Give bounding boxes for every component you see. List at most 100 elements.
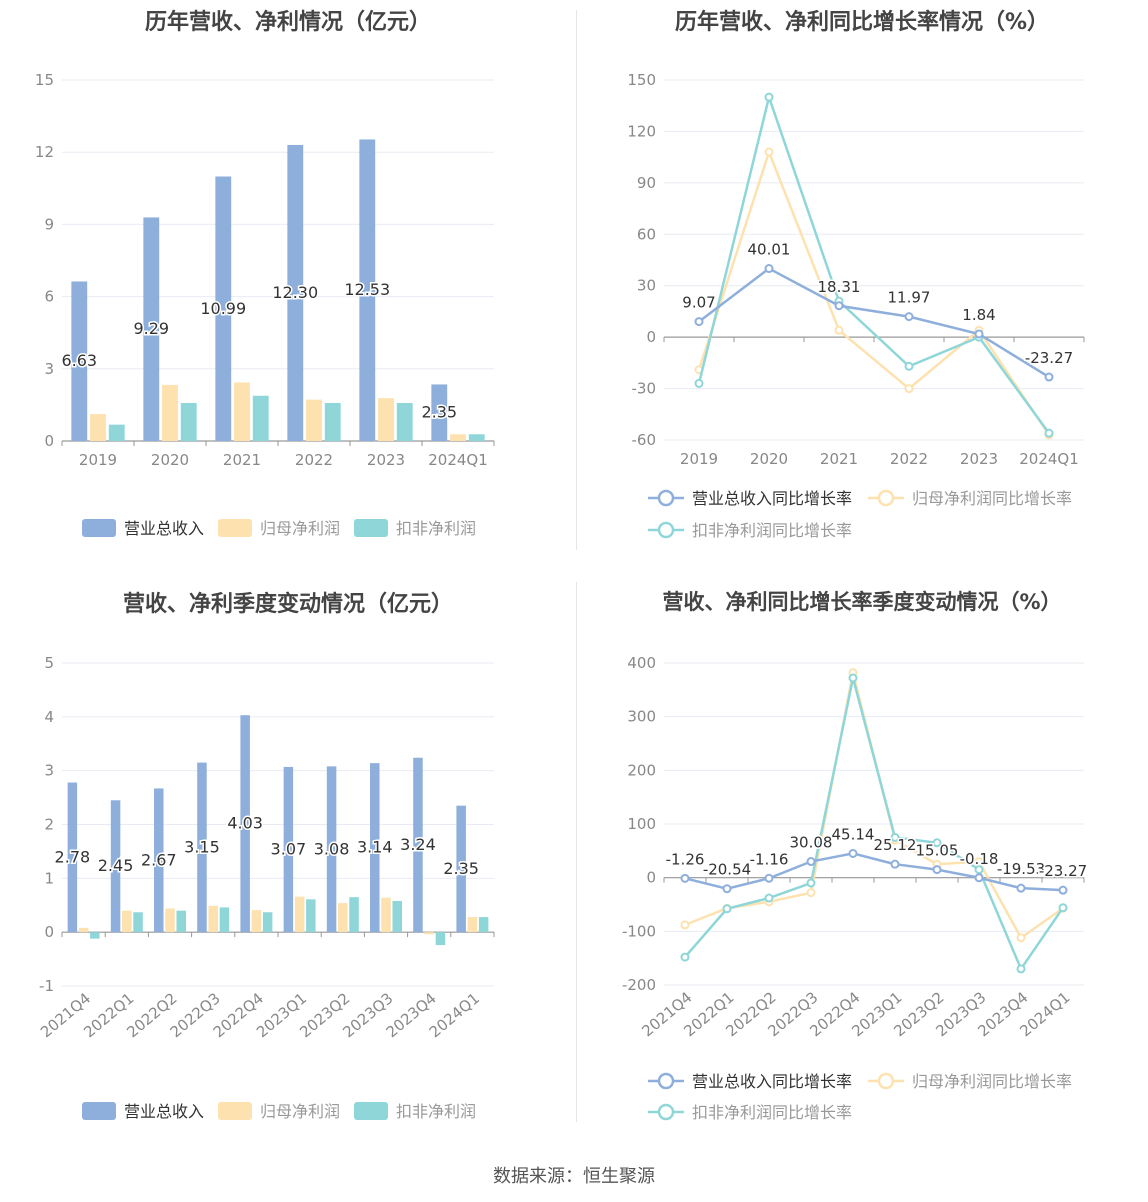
data-label: 3.08	[314, 839, 350, 858]
bar-deducted-net-profit	[349, 897, 359, 933]
chart-canvas: -60 -30 0 30 60 90 120 150 2019 2020 2021 2022 2023 2…	[627, 71, 1085, 540]
line-point	[806, 888, 816, 898]
legend-marker	[657, 521, 675, 539]
vertical-divider-bottom	[576, 582, 577, 1122]
line-point	[904, 384, 914, 394]
bar-revenue	[431, 384, 448, 441]
x-tick-label: 2024Q1	[1019, 450, 1079, 468]
legend-swatch	[218, 519, 252, 537]
data-label: 4.03	[227, 814, 263, 833]
legend-item: 扣非净利润	[354, 519, 476, 538]
series-line	[698, 267, 1050, 379]
line-point	[932, 865, 942, 875]
data-label: 12.30	[272, 283, 318, 302]
line-point	[974, 857, 984, 867]
y-tick-label: -60	[632, 431, 657, 449]
y-tick-label: 300	[627, 708, 656, 726]
vertical-divider-top	[576, 10, 577, 550]
line-point	[974, 865, 984, 875]
bar-parent-net-profit	[381, 897, 391, 933]
legend-marker	[657, 1103, 675, 1121]
data-source-label: 数据来源：恒生聚源	[493, 1166, 655, 1187]
legend-swatch	[354, 519, 388, 537]
chart-canvas: 0 3 6 9 12 15 2019 2020 2021 2022 2023 2024Q1 6.63 9.…	[35, 71, 495, 538]
legend-marker	[657, 1072, 675, 1090]
bar-deducted-net-profit	[176, 910, 186, 933]
legend-item: 营业总收入同比增长率	[648, 489, 852, 508]
chart-canvas: -10123452021Q42022Q12022Q22022Q32022Q420…	[37, 654, 495, 1121]
series-line	[697, 92, 1051, 434]
line-point	[722, 904, 732, 914]
line-point	[1016, 883, 1026, 893]
x-tick-label: 2019	[79, 451, 117, 469]
bar-revenue	[359, 139, 376, 441]
data-label: 2.35	[443, 859, 479, 878]
legend-item: 营业总收入	[82, 519, 204, 538]
x-tick-label: 2023	[960, 450, 998, 468]
bar-deducted-net-profit	[180, 402, 197, 441]
line-point	[694, 317, 704, 327]
data-label: 30.08	[790, 834, 833, 852]
bar-parent-net-profit	[294, 896, 305, 933]
legend-swatch	[354, 1102, 388, 1120]
data-label: 12.53	[344, 280, 390, 299]
legend-label: 扣非净利润	[396, 519, 476, 538]
y-tick-label: 12	[35, 143, 54, 161]
bar-parent-net-profit	[338, 903, 348, 933]
bar-deducted-net-profit	[435, 932, 446, 946]
bar-parent-net-profit	[378, 398, 394, 441]
bar-revenue	[215, 176, 232, 442]
data-label: -20.54	[703, 861, 751, 879]
legend-item: 营业总收入	[82, 1102, 204, 1121]
legend-item: 归母净利润	[218, 519, 340, 538]
bar-deducted-net-profit	[478, 917, 489, 933]
legend-marker	[657, 489, 675, 507]
bar-revenue	[326, 766, 337, 933]
y-tick-label: 120	[627, 122, 656, 140]
bar-revenue	[197, 762, 207, 933]
y-tick-label: 90	[637, 174, 656, 192]
x-tick-label: 2020	[151, 451, 189, 469]
line-point	[848, 673, 858, 683]
x-tick-label: 2024Q1	[428, 451, 488, 469]
legend-item: 扣非净利润	[354, 1102, 476, 1121]
series-line	[684, 852, 1064, 892]
y-tick-label: 150	[627, 71, 656, 89]
data-label: 11.97	[888, 289, 931, 307]
data-label: 40.01	[748, 241, 791, 259]
line-point	[848, 848, 858, 858]
legend-label: 扣非净利润同比增长率	[692, 1103, 852, 1122]
x-tick-label: 2019	[680, 450, 718, 468]
chart-canvas: -200-10001002003004002021Q42022Q12022Q22…	[622, 654, 1089, 1122]
line-point	[890, 859, 900, 869]
line-point	[1058, 903, 1068, 913]
line-point	[974, 329, 984, 339]
legend-swatch	[82, 519, 116, 537]
bar-revenue	[143, 217, 160, 441]
data-label: 1.84	[962, 306, 995, 324]
y-tick-label: 6	[44, 288, 54, 306]
data-label: 3.07	[271, 840, 307, 859]
y-tick-label: 3	[44, 762, 54, 780]
y-tick-label: 5	[44, 654, 54, 672]
line-point	[694, 378, 704, 388]
line-point	[764, 147, 774, 157]
legend-marker	[877, 1072, 895, 1090]
chart-title: 营收、净利季度变动情况（亿元）	[122, 592, 453, 617]
bar-revenue	[71, 281, 88, 441]
bar-deducted-net-profit	[219, 907, 230, 933]
legend-swatch	[218, 1102, 252, 1120]
bar-revenue	[110, 800, 121, 933]
x-tick-label: 2021	[820, 450, 858, 468]
y-tick-label: 2	[44, 816, 54, 834]
data-label: 3.24	[400, 835, 436, 854]
line-point	[1016, 933, 1026, 943]
data-label: 3.14	[357, 838, 393, 857]
y-tick-label: -200	[622, 976, 656, 994]
data-label: 2.35	[421, 403, 457, 422]
line-point	[1058, 885, 1068, 895]
data-label: 3.15	[184, 837, 220, 856]
annual-growth-rate-chart: 历年营收、净利同比增长率情况（%） -60 -30 0 30 60 90 120 150 201…	[576, 0, 1148, 570]
legend-label: 营业总收入	[124, 519, 204, 538]
bar-revenue	[370, 763, 380, 933]
